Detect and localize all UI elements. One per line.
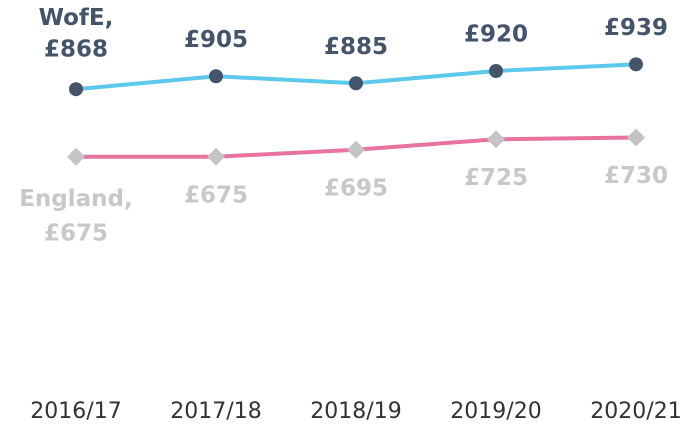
x-tick-label: 2020/21 bbox=[590, 399, 681, 424]
marker bbox=[347, 140, 365, 159]
data-label: £675 bbox=[44, 220, 108, 246]
x-tick-label: 2016/17 bbox=[30, 399, 121, 424]
data-label: £905 bbox=[184, 27, 248, 53]
data-label: £939 bbox=[604, 15, 668, 41]
data-label: £868 bbox=[44, 37, 108, 63]
marker bbox=[349, 76, 363, 91]
data-label: £730 bbox=[604, 163, 668, 189]
marker bbox=[69, 82, 83, 97]
data-label: £695 bbox=[324, 175, 388, 201]
marker bbox=[487, 130, 505, 149]
series-name-label: England, bbox=[19, 185, 133, 211]
x-tick-label: 2019/20 bbox=[450, 399, 541, 424]
marker bbox=[489, 64, 503, 78]
data-label: £920 bbox=[464, 22, 528, 48]
series-name: WofE bbox=[39, 5, 105, 31]
marker bbox=[209, 69, 223, 84]
marker bbox=[67, 147, 85, 166]
x-tick-label: 2017/18 bbox=[170, 399, 261, 424]
data-label: £885 bbox=[324, 34, 388, 60]
x-tick-label: 2018/19 bbox=[310, 399, 401, 424]
data-label: £675 bbox=[184, 182, 248, 208]
series-name: England bbox=[19, 185, 124, 211]
marker bbox=[207, 147, 225, 166]
series-name-label: WofE, bbox=[39, 5, 114, 31]
marker bbox=[627, 128, 645, 147]
marker bbox=[629, 57, 643, 72]
data-label: £725 bbox=[464, 165, 528, 191]
